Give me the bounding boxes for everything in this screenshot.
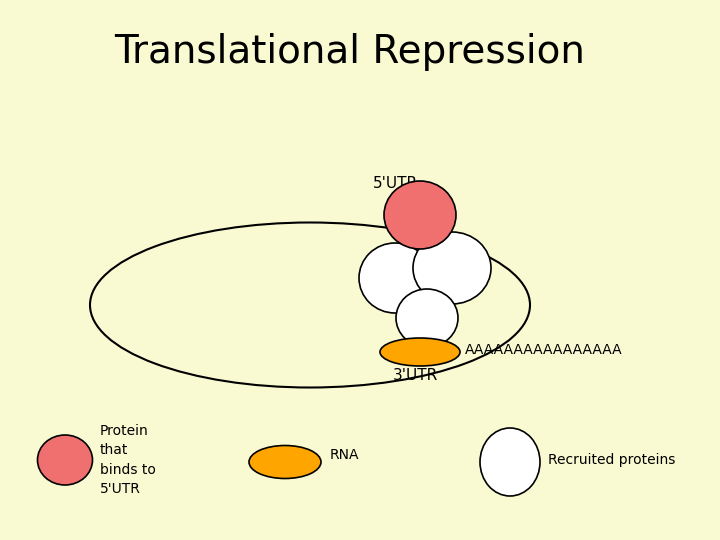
Ellipse shape (37, 435, 92, 485)
Text: Translational Repression: Translational Repression (114, 33, 585, 71)
Text: Protein
that
binds to
5'UTR: Protein that binds to 5'UTR (100, 424, 156, 496)
Text: 5'UTR: 5'UTR (372, 176, 418, 191)
Ellipse shape (384, 181, 456, 249)
Ellipse shape (480, 428, 540, 496)
Ellipse shape (359, 243, 431, 313)
Ellipse shape (380, 338, 460, 366)
Ellipse shape (396, 289, 458, 347)
Ellipse shape (413, 232, 491, 304)
Text: Recruited proteins: Recruited proteins (548, 453, 675, 467)
Ellipse shape (249, 446, 321, 478)
Text: AAAAAAAAAAAAAAAA: AAAAAAAAAAAAAAAA (465, 343, 623, 357)
Text: 3'UTR: 3'UTR (392, 368, 438, 382)
Text: RNA: RNA (330, 448, 359, 462)
